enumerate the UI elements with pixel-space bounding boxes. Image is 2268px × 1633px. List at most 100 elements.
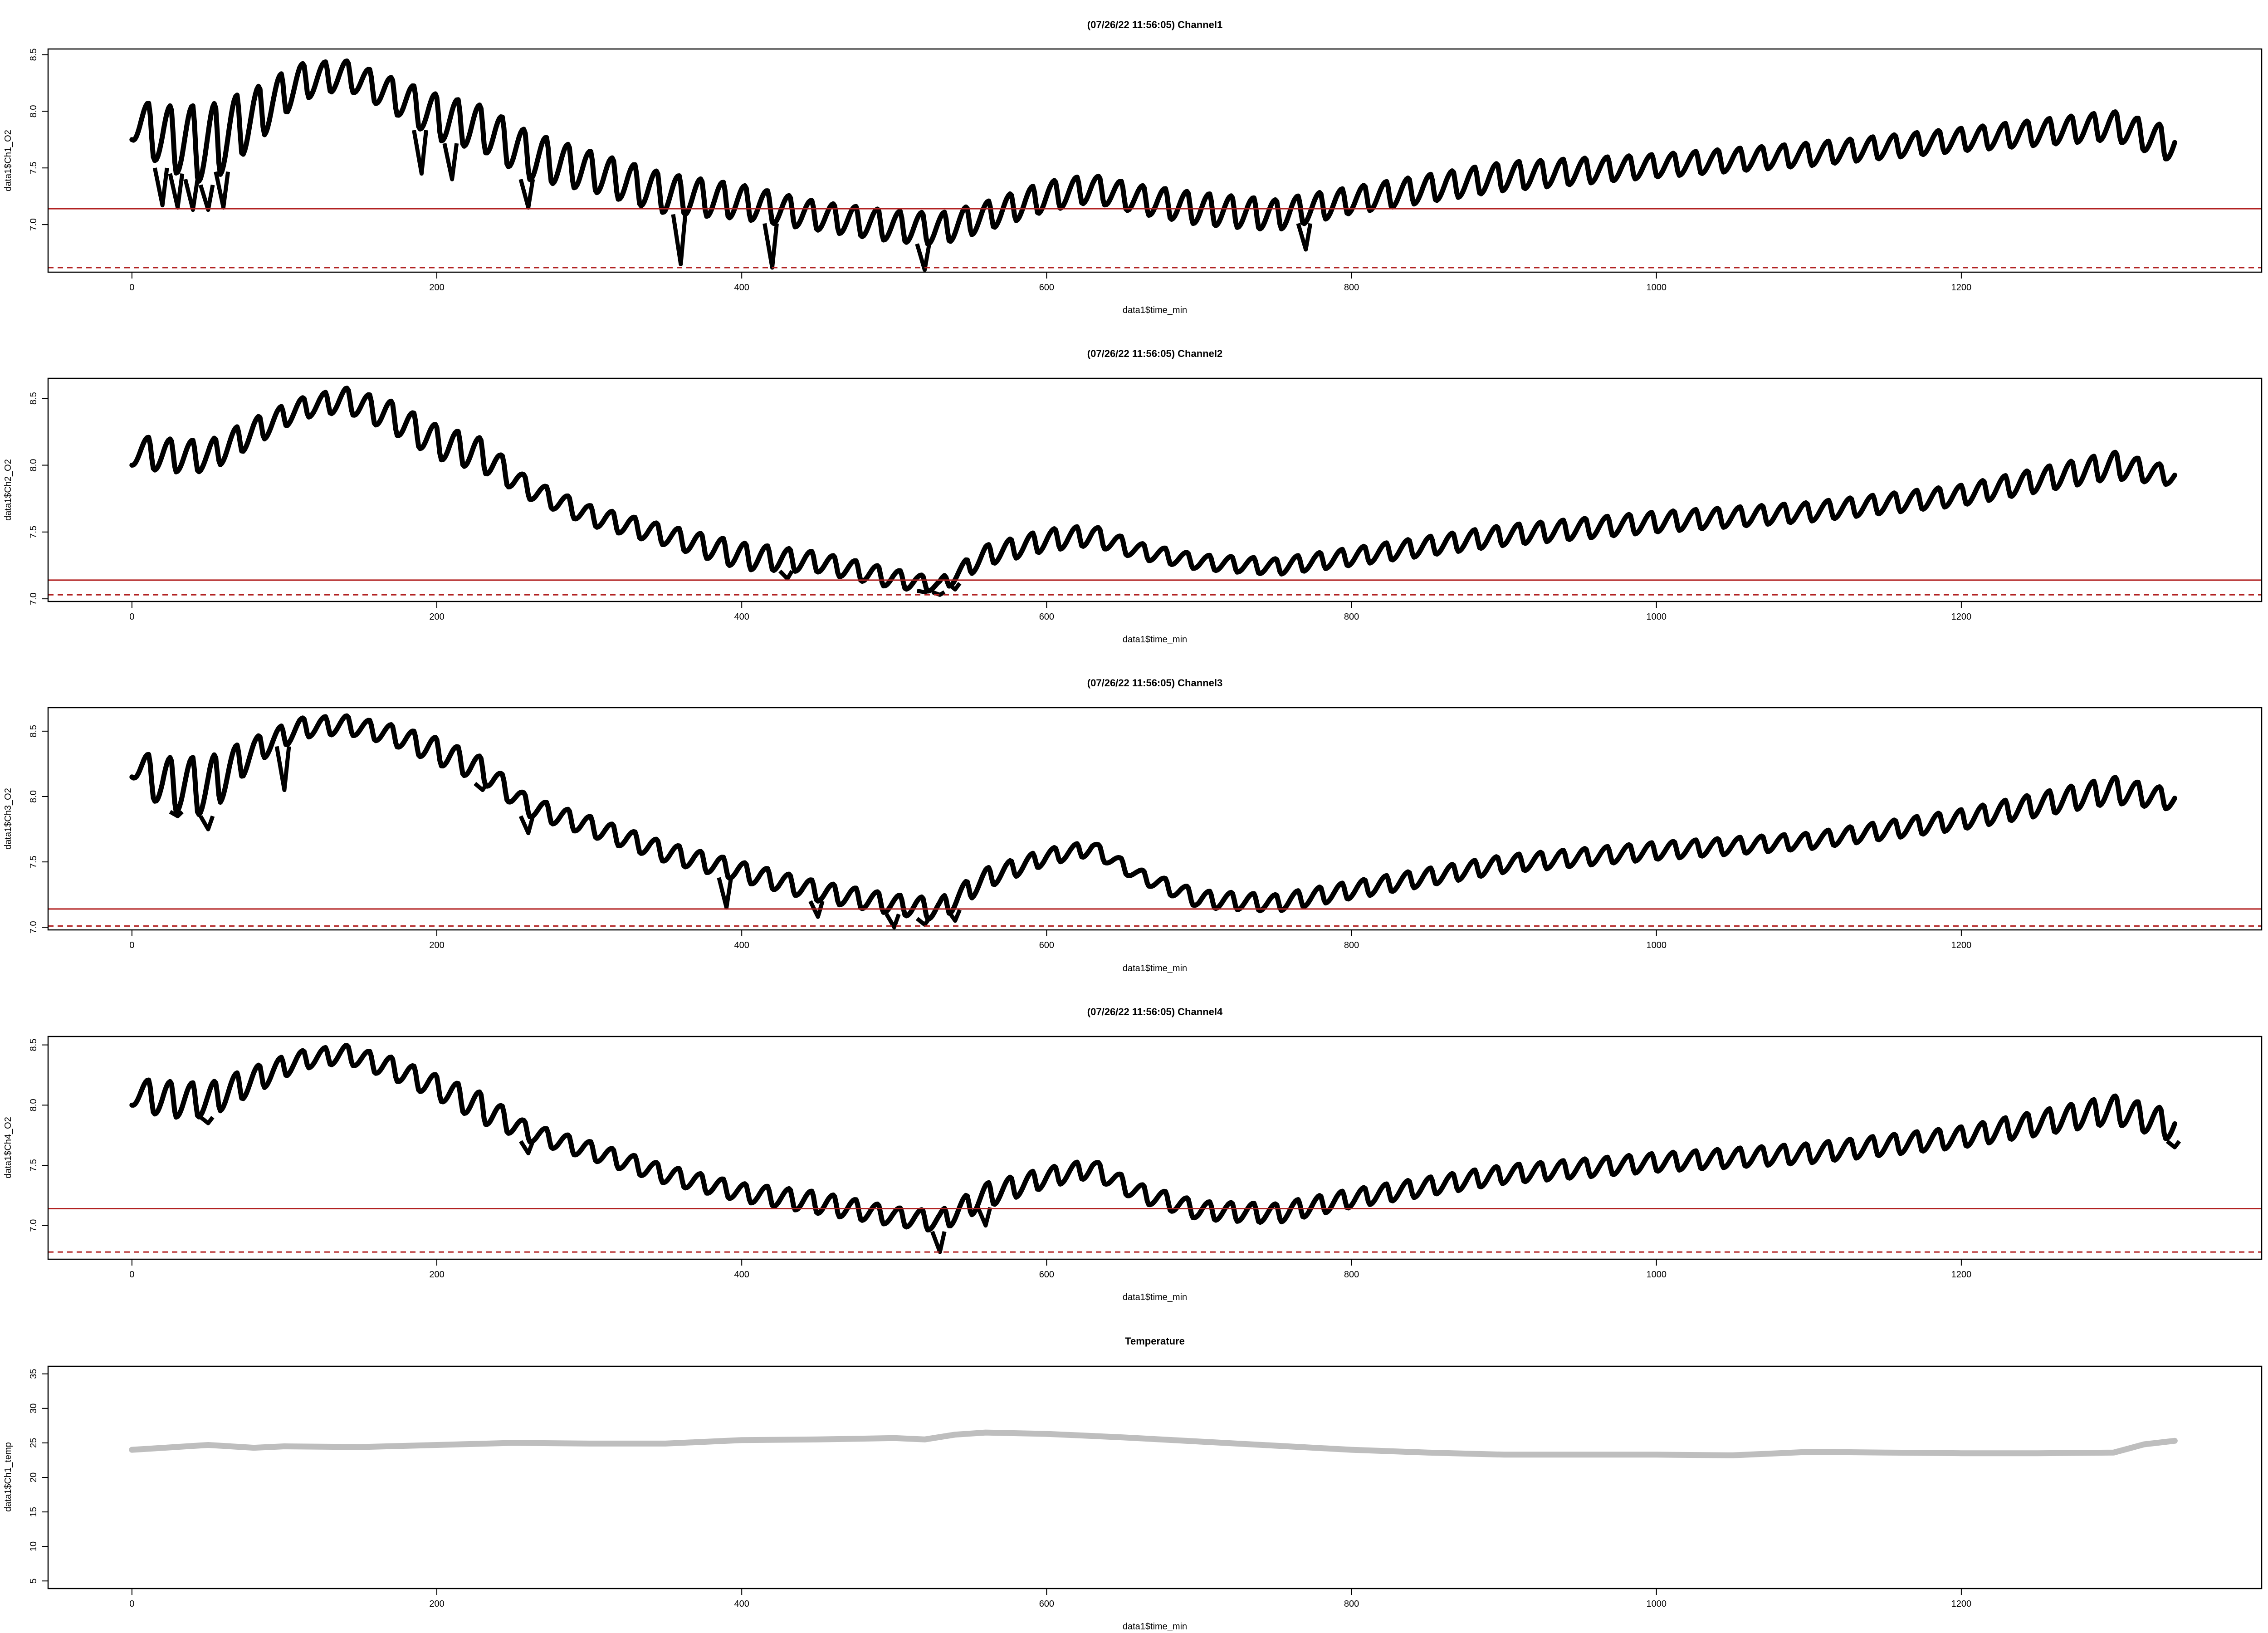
o2-trace xyxy=(129,713,2177,922)
x-tick-label: 1200 xyxy=(1951,283,1972,293)
y-axis-label: data1$Ch1_temp xyxy=(3,1442,13,1511)
y-tick-label: 7.5 xyxy=(29,856,39,868)
x-tick-label: 1000 xyxy=(1646,612,1667,622)
x-tick-label: 200 xyxy=(429,612,444,622)
panel-temperature: Temperature data1$time_min data1$Ch1_tem… xyxy=(3,1335,2263,1632)
panel-channel2: (07/26/22 11:56:05) Channel2 data1$time_… xyxy=(3,348,2263,645)
o2-trace-dip xyxy=(778,569,794,581)
x-tick-label: 1000 xyxy=(1646,940,1667,950)
x-tick-label: 0 xyxy=(129,940,134,950)
x-tick-label: 800 xyxy=(1344,1599,1359,1609)
panel-channel3: (07/26/22 11:56:05) Channel3 data1$time_… xyxy=(3,677,2263,973)
x-tick-label: 800 xyxy=(1344,1270,1359,1280)
x-tick-label: 800 xyxy=(1344,940,1359,950)
y-tick-label: 7.5 xyxy=(29,526,39,538)
o2-trace-dip xyxy=(412,130,428,176)
x-axis-label: data1$time_min xyxy=(1123,1622,1187,1632)
x-tick-label: 0 xyxy=(129,1270,134,1280)
o2-trace-dip xyxy=(946,909,962,923)
y-tick-label: 7.0 xyxy=(29,218,39,231)
o2-trace-dip xyxy=(671,214,688,266)
o2-trace-dip xyxy=(274,746,291,792)
o2-trace-dip xyxy=(474,782,489,792)
panel-channel1: (07/26/22 11:56:05) Channel1 data1$time_… xyxy=(3,19,2263,315)
y-tick-label: 7.0 xyxy=(29,1219,39,1232)
o2-trace xyxy=(129,386,2177,594)
y-tick-label: 15 xyxy=(29,1507,39,1517)
y-tick-label: 10 xyxy=(29,1541,39,1551)
o2-trace-dip xyxy=(518,815,535,836)
o2-trace-dip xyxy=(915,243,932,272)
temperature-trace xyxy=(129,1429,2178,1458)
x-tick-label: 1200 xyxy=(1951,1270,1972,1280)
y-tick-label: 8.0 xyxy=(29,790,39,803)
x-axis-label: data1$time_min xyxy=(1123,305,1187,315)
o2-trace-dip xyxy=(976,1207,992,1228)
x-tick-label: 600 xyxy=(1039,1599,1054,1609)
o2-trace xyxy=(129,58,2177,247)
y-tick-label: 8.0 xyxy=(29,105,39,117)
o2-trace-dip xyxy=(1296,223,1313,252)
y-tick-label: 5 xyxy=(29,1579,39,1584)
x-tick-label: 1000 xyxy=(1646,1599,1667,1609)
x-tick-label: 0 xyxy=(129,612,134,622)
o2-trace-dip xyxy=(946,582,962,592)
x-tick-label: 200 xyxy=(429,1270,444,1280)
o2-trace xyxy=(129,1043,2177,1232)
panel-title: (07/26/22 11:56:05) Channel2 xyxy=(1087,348,1222,359)
y-tick-label: 7.5 xyxy=(29,1159,39,1172)
x-axis-label: data1$time_min xyxy=(1123,1292,1187,1302)
x-tick-label: 200 xyxy=(429,283,444,293)
o2-trace-dip xyxy=(168,173,185,210)
o2-trace-dip xyxy=(169,810,184,818)
x-axis-label: data1$time_min xyxy=(1123,963,1187,973)
panel-title: (07/26/22 11:56:05) Channel1 xyxy=(1087,19,1222,30)
o2-trace-dip xyxy=(885,913,901,929)
x-tick-label: 400 xyxy=(734,1599,749,1609)
plot-frame xyxy=(47,1036,2263,1260)
o2-trace-dip xyxy=(763,223,779,270)
plot-frame xyxy=(47,48,2263,273)
y-tick-label: 30 xyxy=(29,1403,39,1413)
y-tick-label: 8.5 xyxy=(29,1039,39,1051)
x-tick-label: 0 xyxy=(129,283,134,293)
x-tick-label: 200 xyxy=(429,940,444,950)
o2-trace-dip xyxy=(2165,1139,2181,1149)
panel-channel4: (07/26/22 11:56:05) Channel4 data1$time_… xyxy=(3,1006,2263,1302)
o2-trace-dip xyxy=(930,1231,947,1254)
o2-trace-dip xyxy=(183,179,200,212)
o2-trace-dip xyxy=(916,588,930,594)
y-tick-label: 8.5 xyxy=(29,725,39,738)
plot-frame xyxy=(47,377,2263,602)
x-tick-label: 1200 xyxy=(1951,940,1972,950)
o2-trace-dip xyxy=(717,877,733,910)
y-axis-label: data1$Ch4_O2 xyxy=(3,1117,13,1178)
x-tick-label: 400 xyxy=(734,940,749,950)
y-tick-label: 7.0 xyxy=(29,921,39,934)
x-tick-label: 800 xyxy=(1344,612,1359,622)
x-tick-label: 600 xyxy=(1039,612,1054,622)
y-tick-label: 8.5 xyxy=(29,392,39,405)
o2-trace-dip xyxy=(915,917,931,927)
y-axis-label: data1$Ch2_O2 xyxy=(3,459,13,521)
o2-trace-dip xyxy=(518,179,535,210)
o2-trace-dip xyxy=(198,184,215,212)
x-tick-label: 200 xyxy=(429,1599,444,1609)
x-tick-label: 600 xyxy=(1039,283,1054,293)
o2-trace-dip xyxy=(214,171,230,210)
o2-trace-dip xyxy=(442,143,459,181)
plot-frame xyxy=(47,1365,2263,1589)
y-tick-label: 8.0 xyxy=(29,1099,39,1111)
x-tick-label: 1000 xyxy=(1646,1270,1667,1280)
x-tick-label: 800 xyxy=(1344,283,1359,293)
panel-title: (07/26/22 11:56:05) Channel3 xyxy=(1087,677,1222,689)
x-axis-label: data1$time_min xyxy=(1123,635,1187,645)
x-tick-label: 1000 xyxy=(1646,283,1667,293)
y-axis-label: data1$Ch1_O2 xyxy=(3,130,13,191)
plot-frame xyxy=(47,707,2263,931)
y-tick-label: 25 xyxy=(29,1438,39,1448)
o2-trace-dip xyxy=(519,1140,535,1155)
x-tick-label: 400 xyxy=(734,612,749,622)
o2-trace-dip xyxy=(199,1115,215,1125)
